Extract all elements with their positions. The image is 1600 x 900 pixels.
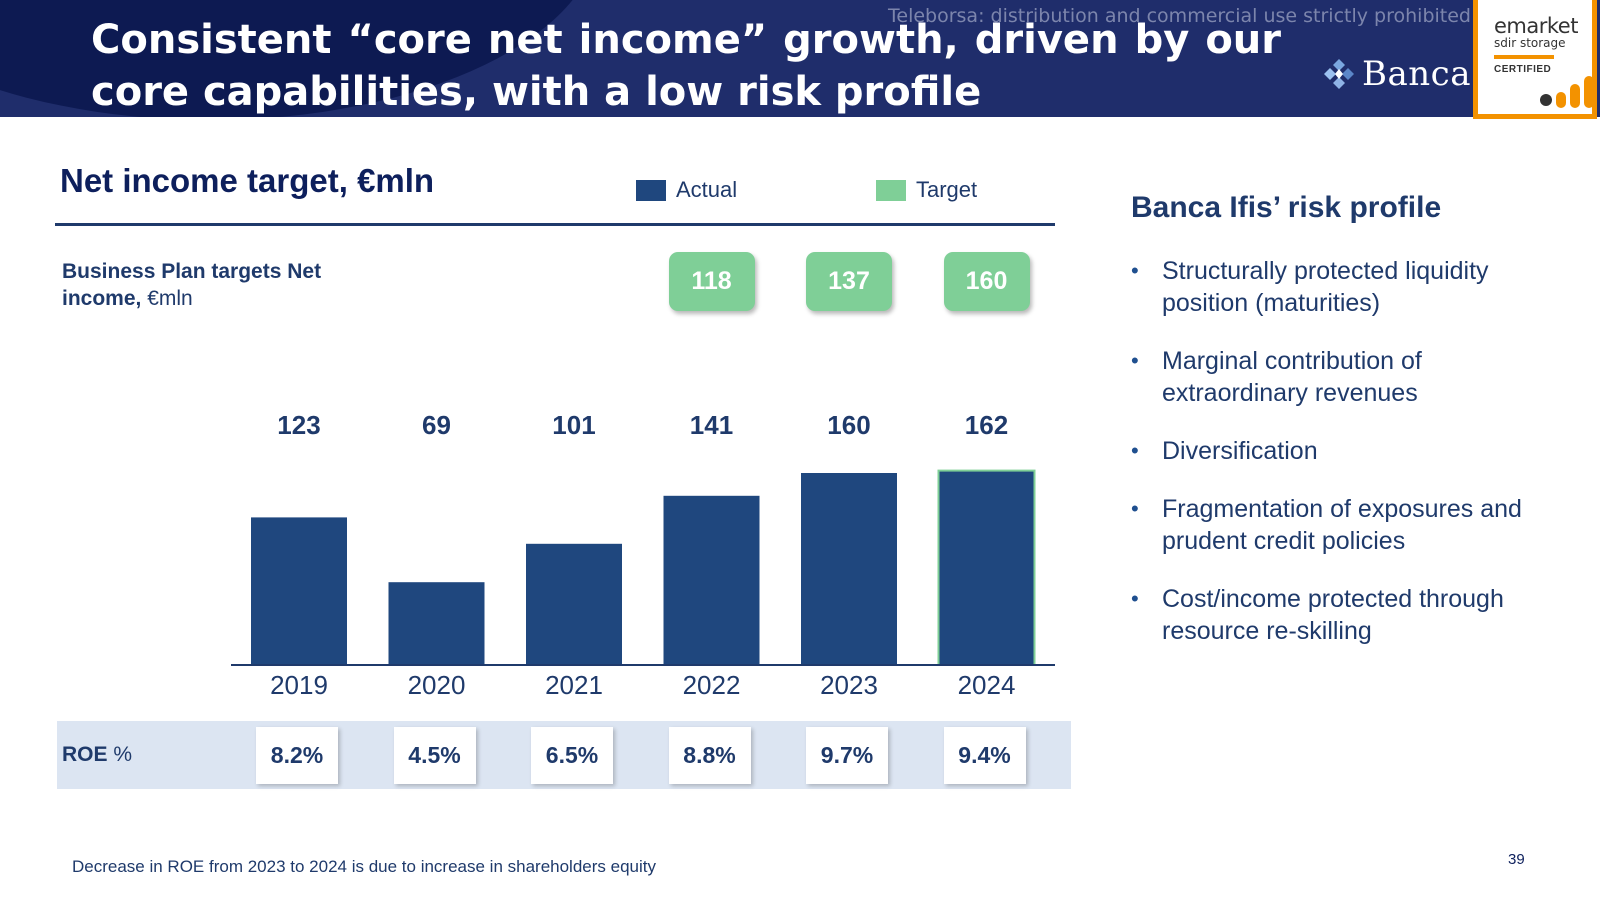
footnote: Decrease in ROE from 2023 to 2024 is due… [72, 857, 656, 876]
bar-2024 [937, 469, 1036, 666]
brand-name: Banca [1362, 54, 1471, 94]
x-tick-label: 2019 [270, 670, 328, 700]
bar-value-label: 101 [552, 410, 595, 440]
header-band: Consistent “core net income” growth, dri… [0, 0, 1600, 117]
slide-title: Consistent “core net income” growth, dri… [91, 17, 1281, 115]
emarket-badge: emarket sdir storage CERTIFIED [1473, 0, 1597, 119]
risk-item: • Cost/income protected through resource … [1131, 583, 1571, 647]
legend-target-swatch [876, 179, 906, 201]
legend-actual-label: Actual [676, 177, 738, 202]
bar-2022 [663, 495, 760, 665]
risk-item-text: Fragmentation of exposures and prudent c… [1162, 495, 1522, 555]
business-plan-label-unit: €mln [141, 287, 193, 310]
business-plan-label-bold: Business Plan targets Net income, [62, 260, 322, 310]
badge-certified: CERTIFIED [1494, 64, 1552, 75]
bullet-icon: • [1131, 348, 1139, 373]
watermark: Teleborsa: distribution and commercial u… [888, 5, 1471, 27]
risk-item: • Marginal contribution of extraordinary … [1131, 345, 1571, 409]
legend-target: Target [876, 177, 977, 203]
roe-value-2024: 9.4% [943, 727, 1026, 784]
roe-label-unit: % [107, 743, 133, 766]
bar-2019 [251, 517, 347, 665]
x-tick-label: 2023 [820, 670, 878, 700]
business-plan-label: Business Plan targets Net income, €mln [62, 258, 362, 312]
bar-value-label: 160 [827, 410, 870, 440]
x-tick-label: 2024 [958, 670, 1016, 700]
bar-2023 [801, 473, 897, 665]
legend-actual-swatch [636, 179, 666, 201]
legend-target-label: Target [916, 177, 978, 202]
badge-signal-icon [1540, 76, 1594, 108]
legend-actual: Actual [636, 177, 737, 203]
x-tick-label: 2022 [683, 670, 741, 700]
target-value-2022: 118 [668, 252, 755, 311]
banca-diamond-icon [1324, 59, 1354, 89]
risk-profile-list: • Structurally protected liquidity positi… [1131, 255, 1571, 647]
brand-logo: Banca [1322, 54, 1471, 94]
bar-value-label: 69 [422, 410, 451, 440]
roe-label: ROE % [62, 743, 132, 767]
page-number: 39 [1508, 851, 1525, 868]
bar-value-label: 162 [965, 410, 1008, 440]
bullet-icon: • [1131, 258, 1139, 283]
bullet-icon: • [1131, 496, 1139, 521]
risk-item-text: Cost/income protected through resource r… [1162, 585, 1504, 645]
bullet-icon: • [1131, 586, 1139, 611]
target-value-2023: 137 [806, 252, 892, 311]
bar-2020 [388, 582, 485, 665]
bar-2021 [526, 543, 622, 665]
badge-subtitle: sdir storage [1494, 36, 1566, 50]
roe-value-2019: 8.2% [256, 727, 338, 784]
x-tick-label: 2021 [545, 670, 603, 700]
risk-profile-title: Banca Ifis’ risk profile [1131, 191, 1442, 224]
risk-item-text: Marginal contribution of extraordinary r… [1162, 347, 1422, 407]
risk-item: • Structurally protected liquidity positi… [1131, 255, 1571, 319]
target-value-2024: 160 [943, 252, 1030, 311]
roe-value-2021: 6.5% [531, 727, 613, 784]
title-divider [55, 223, 1055, 226]
x-tick-label: 2020 [408, 670, 466, 700]
bullet-icon: • [1131, 438, 1139, 463]
roe-value-2023: 9.7% [806, 727, 888, 784]
roe-label-bold: ROE [62, 743, 108, 766]
risk-item: • Diversification [1131, 435, 1571, 467]
roe-value-2020: 4.5% [393, 727, 476, 784]
risk-item-text: Diversification [1162, 437, 1318, 465]
roe-value-2022: 8.8% [668, 727, 751, 784]
bar-value-label: 141 [690, 410, 733, 440]
badge-divider [1494, 55, 1554, 59]
risk-item-text: Structurally protected liquidity positio… [1162, 257, 1489, 317]
bar-value-label: 123 [277, 410, 320, 440]
risk-item: • Fragmentation of exposures and prudent … [1131, 493, 1571, 557]
badge-name: emarket [1494, 14, 1578, 38]
chart-title: Net income target, €mln [60, 162, 435, 199]
